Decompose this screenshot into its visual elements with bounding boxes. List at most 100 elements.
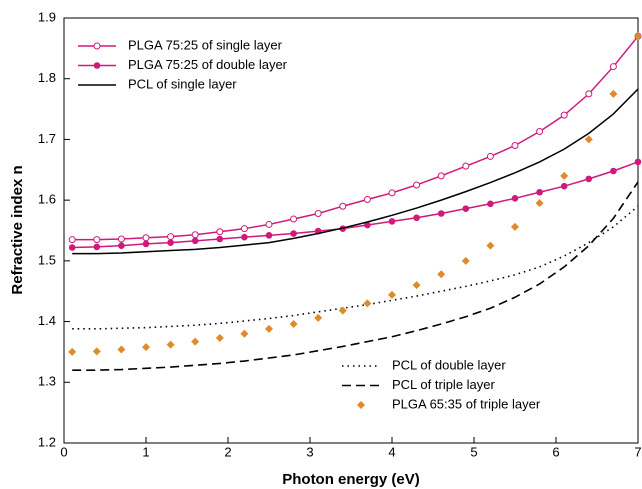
- marker: [314, 210, 322, 217]
- x-tick-label: 4: [388, 444, 395, 459]
- marker: [511, 222, 519, 231]
- marker: [560, 111, 568, 119]
- marker: [412, 281, 421, 290]
- y-tick-label: 1.6: [38, 192, 56, 207]
- series-line: [72, 35, 639, 241]
- marker: [339, 202, 347, 210]
- marker: [584, 135, 593, 144]
- marker: [142, 234, 150, 242]
- marker: [241, 233, 248, 241]
- marker: [290, 215, 298, 223]
- marker: [462, 205, 470, 212]
- legend-marker: [93, 42, 101, 50]
- x-tick-label: 7: [634, 444, 641, 459]
- marker: [511, 195, 519, 202]
- marker: [215, 333, 224, 342]
- marker: [191, 231, 199, 239]
- x-tick-label: 6: [552, 444, 559, 459]
- legend-label: PCL of triple layer: [392, 377, 496, 392]
- marker: [265, 324, 273, 333]
- marker: [437, 270, 446, 279]
- marker: [634, 32, 642, 41]
- marker: [118, 242, 125, 249]
- marker: [634, 158, 642, 166]
- marker: [338, 306, 347, 315]
- legend-label: PLGA 75:25 of single layer: [128, 37, 283, 52]
- marker: [265, 232, 273, 239]
- marker: [290, 230, 297, 237]
- x-tick-label: 2: [224, 444, 231, 459]
- x-tick-label: 1: [142, 444, 149, 459]
- marker: [191, 237, 199, 245]
- marker: [167, 239, 174, 246]
- plot-frame: [63, 17, 639, 444]
- marker: [68, 236, 76, 244]
- marker: [560, 182, 568, 190]
- marker: [461, 256, 470, 265]
- marker: [535, 199, 544, 208]
- marker: [585, 90, 593, 98]
- marker: [364, 221, 371, 229]
- marker: [363, 299, 372, 308]
- series-line: [72, 205, 639, 330]
- legend-marker: [93, 62, 101, 69]
- marker: [609, 89, 618, 98]
- marker: [240, 225, 248, 233]
- marker: [486, 241, 495, 250]
- marker: [191, 337, 200, 346]
- marker: [363, 196, 371, 204]
- y-tick-label: 1.4: [38, 313, 56, 328]
- legend-label: PLGA 65:35 of triple layer: [392, 396, 541, 411]
- x-axis-title: Photon energy (eV): [282, 471, 420, 488]
- series-line: [72, 161, 639, 249]
- marker: [68, 244, 76, 251]
- marker: [289, 320, 298, 328]
- marker: [585, 175, 593, 183]
- y-axis-title: Refractive index n: [9, 165, 26, 294]
- marker: [265, 220, 273, 228]
- marker: [511, 142, 519, 149]
- marker: [609, 63, 617, 71]
- x-tick-label: 3: [306, 444, 313, 459]
- marker: [166, 340, 175, 349]
- y-tick-label: 1.2: [38, 434, 56, 449]
- marker: [487, 200, 494, 208]
- marker: [536, 128, 544, 136]
- marker: [388, 189, 396, 197]
- marker: [314, 313, 323, 322]
- marker: [610, 167, 617, 175]
- marker: [216, 235, 224, 243]
- marker: [486, 152, 494, 160]
- y-tick-label: 1.9: [38, 9, 56, 24]
- marker: [142, 240, 150, 248]
- marker: [92, 347, 101, 356]
- marker: [388, 290, 396, 299]
- marker: [240, 329, 249, 338]
- y-tick-label: 1.7: [38, 131, 56, 146]
- legend-label: PCL of single layer: [128, 76, 237, 91]
- marker: [167, 233, 175, 241]
- marker: [462, 162, 470, 170]
- marker: [93, 236, 101, 244]
- legend-label: PCL of double layer: [392, 357, 506, 372]
- y-tick-label: 1.5: [38, 252, 56, 267]
- series-line: [72, 181, 639, 371]
- y-tick-label: 1.3: [38, 374, 56, 389]
- marker: [560, 171, 569, 180]
- marker: [388, 218, 396, 225]
- marker: [142, 343, 150, 352]
- series-line: [72, 88, 639, 255]
- marker: [93, 243, 101, 251]
- marker: [437, 172, 445, 180]
- legend-label: PLGA 75:25 of double layer: [128, 57, 288, 72]
- y-tick-label: 1.8: [38, 70, 56, 85]
- marker: [117, 235, 125, 243]
- marker: [68, 347, 77, 356]
- marker: [437, 210, 445, 217]
- marker: [413, 181, 421, 189]
- marker: [216, 228, 224, 236]
- marker: [536, 188, 543, 196]
- marker: [413, 214, 420, 222]
